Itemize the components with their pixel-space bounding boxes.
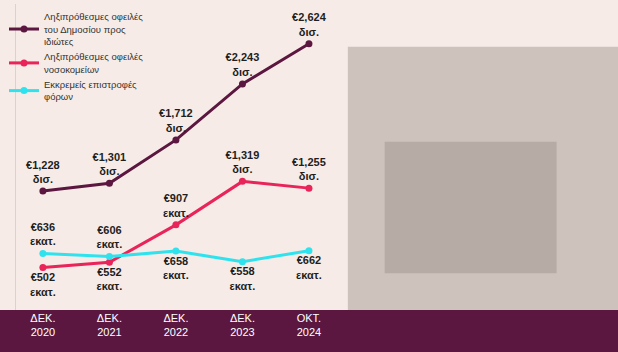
svg-text:Εκκρεμείς επιστροφέςφόρων: Εκκρεμείς επιστροφέςφόρων bbox=[44, 79, 137, 102]
svg-text:€606εκατ.: €606εκατ. bbox=[97, 224, 123, 250]
svg-text:€552εκατ.: €552εκατ. bbox=[97, 266, 123, 292]
svg-text:ΔΕΚ.2022: ΔΕΚ.2022 bbox=[163, 312, 188, 338]
svg-text:€2,624δισ.: €2,624δισ. bbox=[292, 11, 327, 37]
svg-text:€558εκατ.: €558εκατ. bbox=[230, 265, 256, 291]
svg-text:ΟΚΤ.2024: ΟΚΤ.2024 bbox=[297, 312, 321, 338]
svg-text:€1,301δισ.: €1,301δισ. bbox=[93, 151, 127, 177]
svg-text:Ληξιπρόθεσμες οφειλέςτου Δημοσ: Ληξιπρόθεσμες οφειλέςτου Δημοσίου προςιδ… bbox=[44, 11, 143, 47]
svg-text:ΔΕΚ.2020: ΔΕΚ.2020 bbox=[30, 312, 55, 338]
svg-text:€907εκατ.: €907εκατ. bbox=[163, 192, 189, 218]
svg-text:ΔΕΚ.2021: ΔΕΚ.2021 bbox=[97, 312, 122, 338]
svg-text:€2,243δισ.: €2,243δισ. bbox=[226, 51, 260, 77]
svg-text:€1,228δισ.: €1,228δισ. bbox=[26, 159, 60, 185]
svg-text:Ληξιπρόθεσμες οφειλέςνοσοκομεί: Ληξιπρόθεσμες οφειλέςνοσοκομείων bbox=[44, 51, 143, 74]
svg-text:€636εκατ.: €636εκατ. bbox=[30, 221, 56, 247]
svg-text:€1,255δισ.: €1,255δισ. bbox=[292, 156, 326, 182]
svg-text:€658εκατ.: €658εκατ. bbox=[163, 255, 189, 281]
svg-text:€662εκατ.: €662εκατ. bbox=[296, 254, 322, 280]
svg-text:€502εκατ.: €502εκατ. bbox=[30, 271, 56, 297]
svg-text:ΔΕΚ.2023: ΔΕΚ.2023 bbox=[230, 312, 255, 338]
svg-text:€1,319δισ.: €1,319δισ. bbox=[226, 149, 260, 175]
svg-text:€1,712δισ.: €1,712δισ. bbox=[159, 107, 193, 133]
